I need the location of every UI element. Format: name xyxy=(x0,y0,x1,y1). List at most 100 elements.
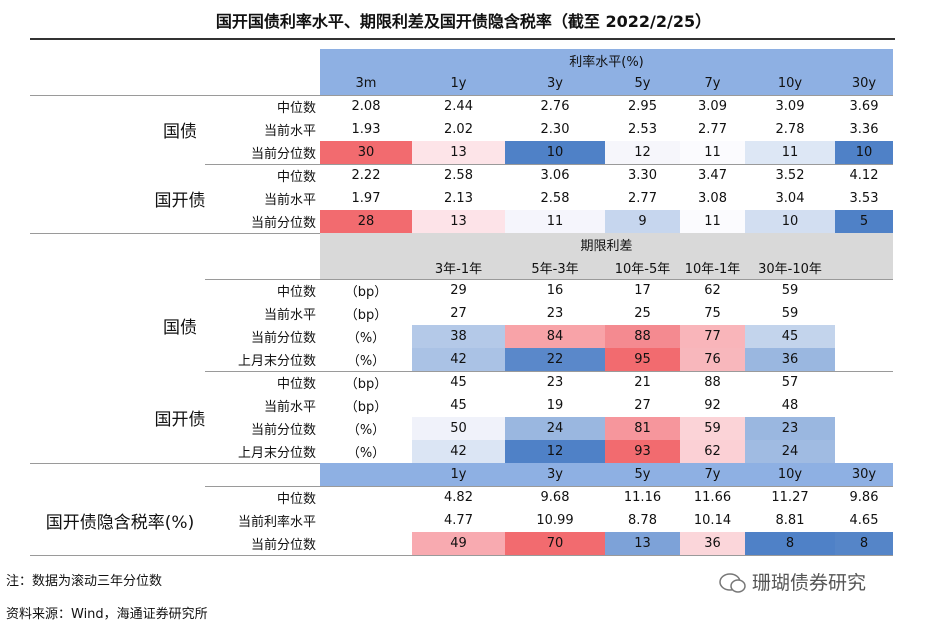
cell: 24 xyxy=(745,440,835,463)
cell: 77 xyxy=(680,325,745,348)
cell: 11.16 xyxy=(623,490,662,505)
unit: （bp） xyxy=(344,377,388,392)
row-rule xyxy=(30,95,893,96)
cell: 48 xyxy=(781,398,799,413)
cell: 3.08 xyxy=(698,191,727,206)
cell: 30 xyxy=(320,141,412,164)
cell: 17 xyxy=(634,283,651,298)
column-header: 10年-5年 xyxy=(614,262,671,277)
cell: 22 xyxy=(505,348,605,371)
watermark: 珊瑚债券研究 xyxy=(752,572,867,594)
cell: 42 xyxy=(412,440,505,463)
column-header: 10年-1年 xyxy=(684,262,741,277)
column-header: 3y xyxy=(547,467,563,482)
unit: （%） xyxy=(346,423,386,438)
cell: 2.02 xyxy=(444,122,473,137)
group-label: 国开债隐含税率(%) xyxy=(45,513,195,533)
row-rule xyxy=(205,279,893,280)
cell: 3.30 xyxy=(628,168,657,183)
cell: 9.86 xyxy=(849,490,879,505)
group-label: 国债 xyxy=(163,317,197,338)
cell: 8 xyxy=(745,532,835,555)
cell: 3.09 xyxy=(698,99,727,114)
row-label: 中位数 xyxy=(276,492,316,507)
column-header: 30年-10年 xyxy=(758,262,822,277)
unit: （bp） xyxy=(344,400,388,415)
cell: 59 xyxy=(680,417,745,440)
cell: 2.22 xyxy=(351,168,381,183)
cell: 23 xyxy=(546,375,564,390)
column-header: 5y xyxy=(634,467,651,482)
cell: 11 xyxy=(680,141,745,164)
row-label: 当前分位数 xyxy=(250,331,316,346)
section-header: 期限利差 xyxy=(580,239,633,254)
note: 注：数据为滚动三年分位数 xyxy=(6,574,163,589)
row-rule xyxy=(205,164,893,165)
title: 国开国债利率水平、期限利差及国开债隐含税率（截至 2022/2/25） xyxy=(215,12,712,31)
row-label: 中位数 xyxy=(276,101,316,116)
cell: 28 xyxy=(320,210,412,233)
cell: 29 xyxy=(450,283,467,298)
cell: 3.52 xyxy=(775,168,805,183)
cell: 11.66 xyxy=(693,490,732,505)
cell: 59 xyxy=(781,306,799,321)
row-label: 当前利率水平 xyxy=(237,515,316,530)
cell: 3.06 xyxy=(540,168,570,183)
row-label: 当前分位数 xyxy=(250,216,316,231)
cell: 75 xyxy=(704,306,721,321)
column-header: 30y xyxy=(851,76,877,91)
cell: 84 xyxy=(505,325,605,348)
cell: 57 xyxy=(781,375,799,390)
cell: 88 xyxy=(704,375,721,390)
row-rule xyxy=(30,555,893,556)
cell: 5 xyxy=(835,210,893,233)
header-band xyxy=(320,49,893,95)
cell: 1.97 xyxy=(351,191,381,206)
watermark-icon xyxy=(719,573,746,593)
cell: 50 xyxy=(412,417,505,440)
cell: 3.09 xyxy=(775,99,805,114)
group-label: 国开债 xyxy=(154,191,206,211)
source: 资料来源：Wind，海通证券研究所 xyxy=(6,607,208,622)
unit: （bp） xyxy=(344,285,388,300)
cell: 2.08 xyxy=(351,99,381,114)
row-label: 中位数 xyxy=(276,170,316,185)
header-band xyxy=(320,463,893,486)
cell: 27 xyxy=(634,398,651,413)
cell: 24 xyxy=(505,417,605,440)
cell: 8 xyxy=(835,532,893,555)
cell: 95 xyxy=(605,348,680,371)
cell: 13 xyxy=(412,210,505,233)
column-header: 7y xyxy=(704,467,721,482)
cell: 76 xyxy=(680,348,745,371)
cell: 8.81 xyxy=(775,513,805,528)
cell: 13 xyxy=(412,141,505,164)
column-header: 1y xyxy=(450,467,467,482)
cell: 70 xyxy=(505,532,605,555)
cell: 2.77 xyxy=(628,191,657,206)
cell: 9.68 xyxy=(540,490,570,505)
cell: 3.04 xyxy=(775,191,805,206)
column-header: 3m xyxy=(355,76,377,91)
cell: 49 xyxy=(412,532,505,555)
cell: 45 xyxy=(745,325,835,348)
unit: （%） xyxy=(346,446,386,461)
cell: 2.58 xyxy=(540,191,570,206)
column-header: 10y xyxy=(777,76,803,91)
cell: 23 xyxy=(546,306,564,321)
group-label: 国债 xyxy=(163,122,197,142)
cell: 45 xyxy=(450,398,467,413)
cell: 36 xyxy=(745,348,835,371)
column-header: 1y xyxy=(450,76,467,91)
row-label: 当前分位数 xyxy=(250,538,316,553)
row-rule xyxy=(205,486,893,487)
cell: 2.78 xyxy=(775,122,805,137)
cell: 2.77 xyxy=(698,122,727,137)
column-header: 3y xyxy=(547,76,563,91)
column-header: 10y xyxy=(777,467,803,482)
row-label: 上月末分位数 xyxy=(237,354,316,369)
header-band xyxy=(320,233,893,279)
row-label: 当前水平 xyxy=(263,400,316,415)
cell: 19 xyxy=(546,398,564,413)
